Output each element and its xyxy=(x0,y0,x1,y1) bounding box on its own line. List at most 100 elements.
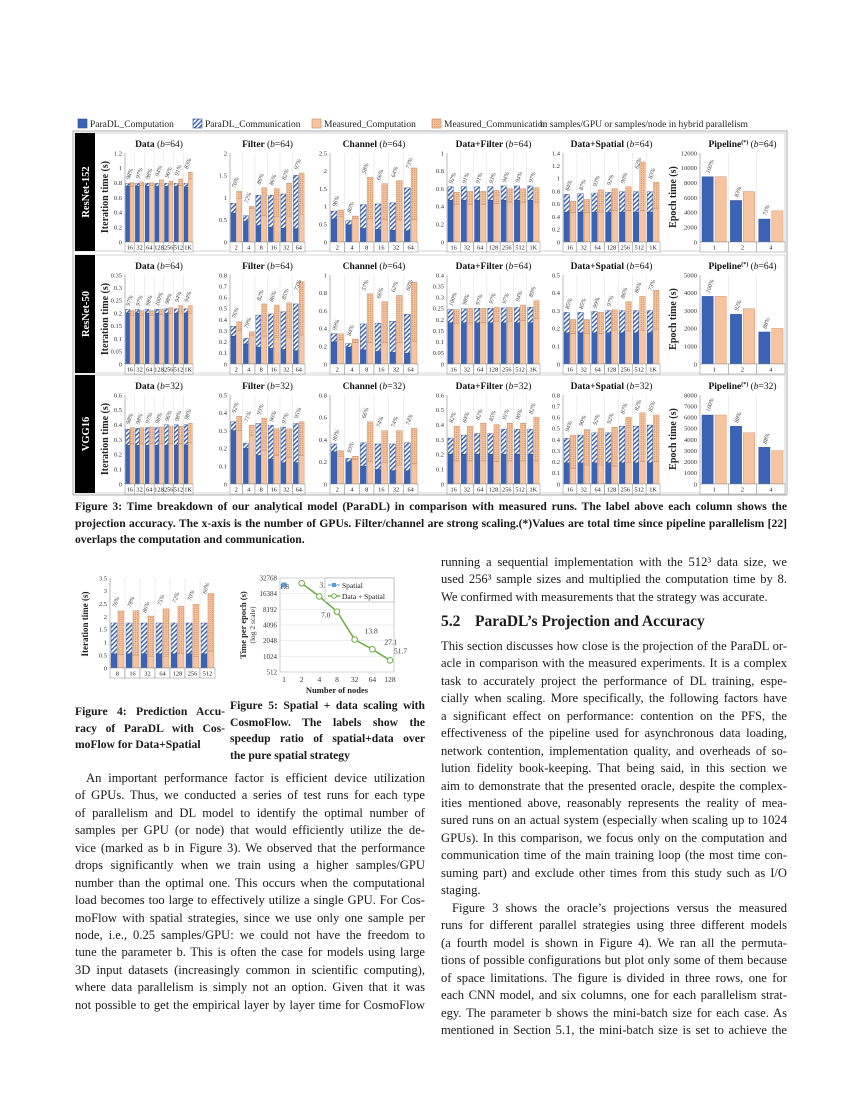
text-line: tune the parameter b. This is often the … xyxy=(75,945,425,960)
x-tick-label: 64 xyxy=(296,367,303,374)
paradl-bar xyxy=(701,176,714,243)
y-tick-label: 0.6 xyxy=(114,392,123,399)
y-tick-label: 0.4 xyxy=(114,210,123,217)
x-tick-label: 2 xyxy=(336,367,339,374)
y-axis-label: Epoch time (s) xyxy=(668,408,679,470)
measured-bar xyxy=(714,176,727,243)
text-line: not possible to get the empirical layer … xyxy=(75,997,425,1012)
y-tick-label: 0.5 xyxy=(436,407,444,414)
x-tick-label: 8 xyxy=(260,487,263,494)
y-tick-label: 0.4 xyxy=(552,437,561,444)
panel-title: Data+Spatial (b=64) xyxy=(571,139,653,150)
paradl-computation-bar xyxy=(577,211,584,243)
paradl-computation-bar xyxy=(135,186,140,243)
y-tick-label: 0.8 xyxy=(319,290,327,297)
measured-computation-bar xyxy=(597,211,604,243)
paradl-communication-bar xyxy=(577,193,584,213)
paradl-communication-bar xyxy=(174,424,179,446)
accuracy-label: 92% xyxy=(593,414,602,426)
paradl-computation-bar xyxy=(280,228,287,243)
x-tick-label: 512 xyxy=(634,367,643,374)
row-label-strip xyxy=(75,133,95,251)
measured-computation-bar xyxy=(273,215,280,243)
paradl-communication-bar xyxy=(268,313,274,349)
paradl-communication-bar xyxy=(135,428,140,446)
x-tick-label: 256 xyxy=(502,487,511,494)
paradl-computation-bar xyxy=(500,454,507,485)
measured-computation-bar xyxy=(168,183,174,243)
measured-communication-bar xyxy=(273,304,280,338)
y-tick-label: 0.6 xyxy=(319,308,328,315)
panel-filter: Filter (b=64) 0 0.1 0.2 0.3 0.4 0.5 0.6 0.7 0.8 76… xyxy=(219,261,306,375)
accuracy-label: 64% xyxy=(390,166,400,179)
panel-data-filter: Data+Filter (b=64) 0 0.05 0.1 0.15 0.2 0.25 0.3… xyxy=(433,261,541,375)
paradl-computation-bar xyxy=(605,462,612,485)
accuracy-label: 99% xyxy=(593,297,602,309)
y-tick-label: 5000 xyxy=(684,272,697,279)
measured-computation-bar xyxy=(467,460,473,485)
y-tick-label: 0.3 xyxy=(552,308,560,315)
paradl-computation-bar xyxy=(174,312,179,365)
measured-communication-bar xyxy=(480,191,487,205)
x-label-cell xyxy=(183,483,194,495)
y-tick-label: 0.4 xyxy=(219,317,228,324)
paradl-computation-bar xyxy=(293,350,299,365)
speedup-label: 51.7 xyxy=(394,646,407,655)
panel-title: Data+Filter (b=64) xyxy=(456,139,532,150)
measured-communication-bar xyxy=(480,308,487,324)
left-column-text: An important performance factor is effic… xyxy=(75,770,425,1014)
measured-computation-bar xyxy=(236,330,242,365)
y-tick-label: 0.2 xyxy=(552,227,560,234)
x-tick-label: 16 xyxy=(127,367,133,374)
paradl-communication-bar xyxy=(345,220,352,226)
panel-data-spatial: Data+Spatial (b=64) 0 0.1 0.2 0.3 0.4 0.5 85% 16… xyxy=(552,261,661,375)
measured-communication-bar xyxy=(178,305,183,314)
x-tick-label: 4 xyxy=(317,675,321,684)
accuracy-label: 98% xyxy=(184,408,193,420)
panel-title: Filter (b=64) xyxy=(242,139,293,150)
x-label-cell xyxy=(183,363,194,375)
measured-computation-bar xyxy=(177,653,185,669)
paradl-computation-bar xyxy=(527,322,534,365)
accuracy-label: 82% xyxy=(257,289,266,301)
paradl-computation-bar xyxy=(619,211,626,243)
accuracy-label: 93% xyxy=(593,175,602,187)
x-tick-label: 8 xyxy=(116,671,119,678)
paradl-computation-bar xyxy=(125,653,133,669)
y-tick-label: 8000 xyxy=(684,180,697,187)
speedup-label: 3.5 xyxy=(319,580,329,589)
measured-communication-bar xyxy=(236,191,242,200)
x-tick-label: 4 xyxy=(247,245,251,252)
measured-communication-bar xyxy=(480,422,487,462)
y-tick-label: 0 xyxy=(441,481,444,488)
x-tick-label: 128 xyxy=(607,245,616,252)
x-tick-label: 32 xyxy=(464,367,470,374)
accuracy-label: 98% xyxy=(145,168,154,180)
accuracy-label: 73% xyxy=(294,279,303,291)
y-tick-label: 6000 xyxy=(684,415,697,422)
panel-filter: Filter (b=32) 0 0.1 0.2 0.3 0.4 0.5 92% 2 71% 4 93%… xyxy=(219,381,306,495)
measured-communication-bar xyxy=(248,425,255,437)
x-tick-label: 1 xyxy=(713,367,716,374)
accuracy-label: 88% xyxy=(734,411,743,423)
y-tick-label: 2.5 xyxy=(99,601,107,608)
y-axis-label: Iteration time (s) xyxy=(100,283,111,355)
accuracy-label: 91% xyxy=(174,164,183,176)
y-tick-label: 0 xyxy=(104,665,107,672)
accuracy-label: 92% xyxy=(607,413,616,425)
paradl-communication-bar xyxy=(447,437,454,455)
y-axis-label: Time per epoch (s) xyxy=(238,591,248,659)
legend-note: b: samples/GPU or samples/node in hybrid… xyxy=(540,120,749,130)
x-tick-label: 64 xyxy=(477,367,484,374)
measured-communication-bar xyxy=(168,307,174,314)
row-label-strip xyxy=(75,255,95,373)
measured-bar xyxy=(743,308,755,365)
paradl-computation-bar xyxy=(164,445,169,485)
y-tick-label: 0.2 xyxy=(114,452,122,459)
measured-communication-bar xyxy=(129,310,135,316)
measured-communication-bar xyxy=(653,414,660,462)
x-label-cell xyxy=(292,483,306,495)
spatial-point xyxy=(281,582,287,588)
x-tick-label: 2 xyxy=(235,245,238,252)
paradl-computation-bar xyxy=(374,351,382,365)
